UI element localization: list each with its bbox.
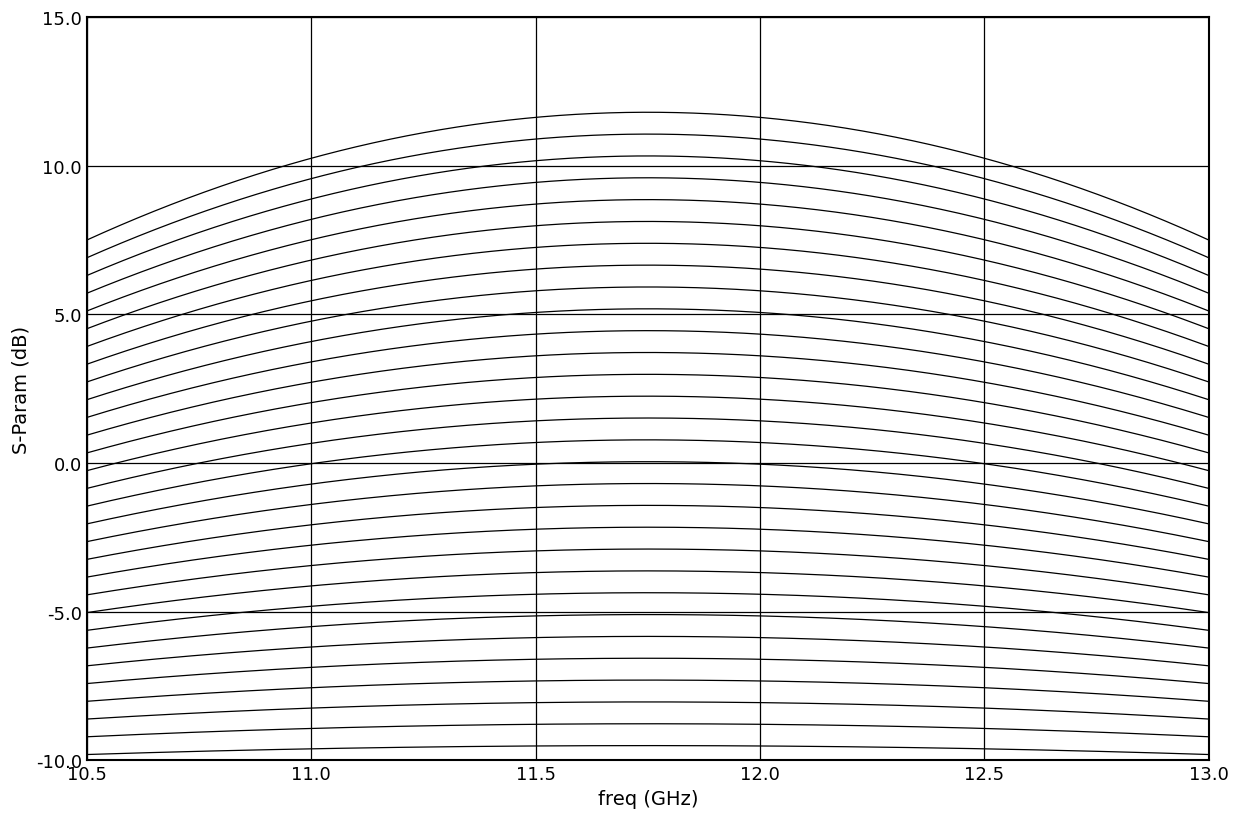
Y-axis label: S-Param (dB): S-Param (dB): [11, 325, 30, 453]
X-axis label: freq (GHz): freq (GHz): [598, 789, 698, 808]
